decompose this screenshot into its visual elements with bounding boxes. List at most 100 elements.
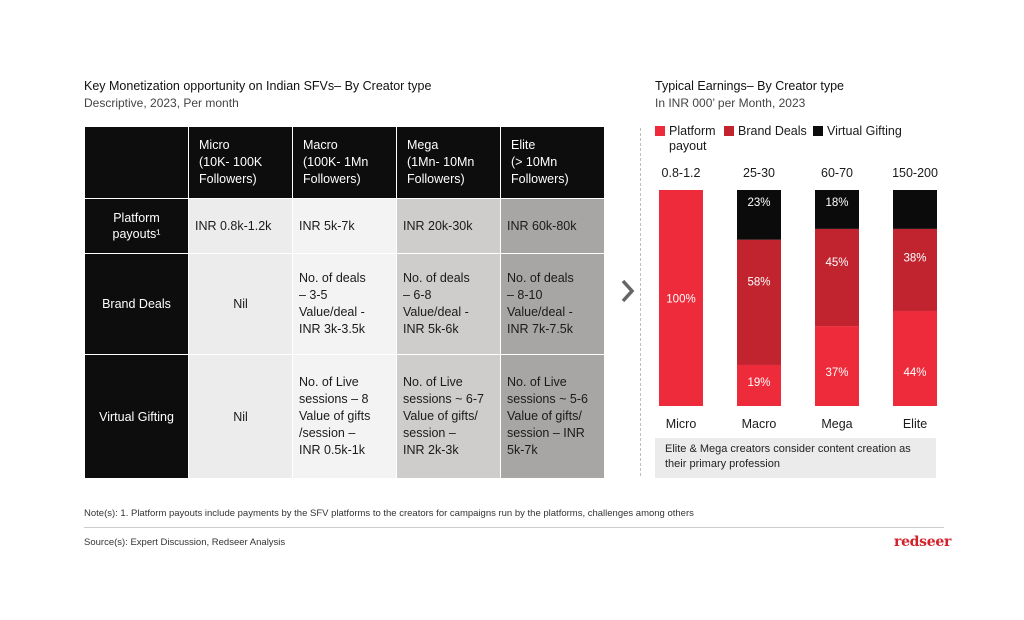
redseer-logo: redseer: [894, 534, 952, 550]
bar-total-label: 0.8-1.2: [661, 166, 701, 180]
bar-segment: [737, 364, 781, 406]
bar-total-label: 60-70: [821, 166, 853, 180]
col-header-macro: Macro (100K- 1Mn Followers): [292, 126, 397, 199]
footnote: Note(s): 1. Platform payouts include pay…: [84, 508, 694, 519]
cell-line: No. of deals: [299, 271, 366, 285]
table-cell: INR 20k-30k: [396, 198, 501, 254]
cell-line: Followers): [303, 172, 361, 186]
cell-line: Value/deal -: [299, 305, 365, 319]
cell-line: No. of deals: [507, 271, 574, 285]
cell-line: No. of Live: [507, 375, 567, 389]
cell-line: Followers): [511, 172, 569, 186]
legend-swatch-brand-deals: [724, 126, 734, 136]
data-label: 58%: [747, 276, 770, 288]
cell-line: Platform: [113, 211, 160, 225]
col-header-mega: Mega (1Mn- 10Mn Followers): [396, 126, 501, 199]
data-label: 37%: [825, 367, 848, 379]
legend-label-virtual-gifting: Virtual Gifting: [827, 124, 902, 138]
table-cell: No. of Live sessions ~ 5-6 Value of gifts/…: [500, 354, 605, 479]
table-cell: Nil: [188, 253, 293, 355]
legend-swatch-virtual-gifting: [813, 126, 823, 136]
cell-line: INR 60k-80k: [507, 219, 577, 233]
panel-divider: [640, 128, 641, 476]
cell-line: No. of Live: [299, 375, 359, 389]
row-label-platform-payouts: Platform payouts¹: [84, 198, 189, 254]
cell-line: INR 7k-7.5k: [507, 322, 573, 336]
table-cell: No. of deals – 6-8 Value/deal - INR 5k-6k: [396, 253, 501, 355]
table-cell: No. of Live sessions ~ 6-7 Value of gifts/…: [396, 354, 501, 479]
cell-line: Nil: [233, 409, 248, 424]
col-header-elite: Elite (> 10Mn Followers): [500, 126, 605, 199]
bar-segment: [737, 239, 781, 365]
cell-line: Value of gifts/: [403, 409, 478, 423]
cell-line: /session –: [299, 426, 356, 440]
data-label: 23%: [747, 197, 770, 209]
cell-line: sessions ~ 5-6: [507, 392, 588, 406]
table-cell: INR 0.8k-1.2k: [188, 198, 293, 254]
table-cell: No. of Live sessions – 8 Value of gifts/se…: [292, 354, 397, 479]
bar-segment: [893, 190, 937, 229]
bar-segment: [659, 190, 703, 406]
cell-line: Virtual Gifting: [99, 409, 174, 424]
chevron-right-icon: [621, 279, 635, 303]
col-header-micro: Micro (10K- 100K Followers): [188, 126, 293, 199]
cell-line: Value of gifts/: [507, 409, 582, 423]
bar-segment: [815, 228, 859, 327]
bar-segment: [893, 228, 937, 311]
right-panel-subtitle: In INR 000’ per Month, 2023: [655, 96, 806, 110]
cell-line: INR 5k-7k: [299, 219, 355, 233]
left-panel-title: Key Monetization opportunity on Indian S…: [84, 79, 432, 93]
cell-line: Followers): [407, 172, 465, 186]
row-label-virtual-gifting: Virtual Gifting: [84, 354, 189, 479]
cell-line: 5k-7k: [507, 443, 538, 457]
bar-segment: [815, 190, 859, 229]
cell-line: – 6-8: [403, 288, 432, 302]
bar-segment: [815, 326, 859, 406]
table-row: Brand Deals Nil No. of deals – 3-5 Value/d…: [84, 253, 605, 355]
table-corner: [84, 126, 189, 199]
cell-line: No. of Live: [403, 375, 463, 389]
monetization-table: Micro (10K- 100K Followers) Macro (100K- 1M…: [84, 126, 605, 479]
row-label-brand-deals: Brand Deals: [84, 253, 189, 355]
legend-label-brand-deals: Brand Deals: [738, 124, 807, 138]
cell-line: – 3-5: [299, 288, 328, 302]
cell-line: (1Mn- 10Mn: [407, 155, 475, 169]
table-cell: No. of deals – 8-10 Value/deal - INR 7k-7.5…: [500, 253, 605, 355]
data-label: 19%: [747, 377, 770, 389]
data-label: 18%: [825, 197, 848, 209]
data-label: 38%: [903, 253, 926, 265]
x-tick-label: Mega: [821, 417, 853, 431]
cell-line: session – INR: [507, 426, 585, 440]
table-cell: Nil: [188, 354, 293, 479]
legend-line: Platform: [669, 124, 716, 138]
cell-line: Followers): [199, 172, 257, 186]
bar-segment: [893, 310, 937, 406]
source-note: Source(s): Expert Discussion, Redseer An…: [84, 537, 286, 548]
legend-label-platform-payout: Platform payout: [669, 124, 716, 154]
cell-line: Elite: [511, 138, 536, 152]
cell-line: payouts¹: [112, 227, 161, 241]
cell-line: – 8-10: [507, 288, 543, 302]
callout-box: Elite & Mega creators consider content c…: [655, 438, 936, 478]
cell-line: Mega: [407, 138, 439, 152]
cell-line: Nil: [233, 297, 248, 311]
cell-line: Macro: [303, 138, 338, 152]
cell-line: Brand Deals: [102, 297, 171, 311]
x-tick-label: Macro: [741, 417, 777, 431]
cell-line: sessions ~ 6-7: [403, 392, 484, 406]
x-tick-label: Elite: [902, 417, 928, 431]
table-cell: INR 60k-80k: [500, 198, 605, 254]
legend-swatch-platform-payout: [655, 126, 665, 136]
right-panel-title: Typical Earnings– By Creator type: [655, 79, 844, 93]
x-tick-label: Micro: [665, 417, 697, 431]
table-row: Virtual Gifting Nil No. of Live sessions …: [84, 354, 605, 479]
bar-total-label: 150-200: [892, 166, 938, 180]
cell-line: (> 10Mn: [511, 155, 558, 169]
cell-line: INR 3k-3.5k: [299, 322, 365, 336]
stacked-bar-chart: 100% 19% 58% 23% 37% 45% 18% 44% 38%: [659, 190, 937, 406]
cell-line: Value/deal -: [507, 305, 573, 319]
bar-total-label: 25-30: [743, 166, 775, 180]
bar-segment: [737, 190, 781, 240]
data-label: 100%: [666, 293, 695, 305]
table-row: Platform payouts¹ INR 0.8k-1.2k INR 5k-7k…: [84, 198, 605, 254]
